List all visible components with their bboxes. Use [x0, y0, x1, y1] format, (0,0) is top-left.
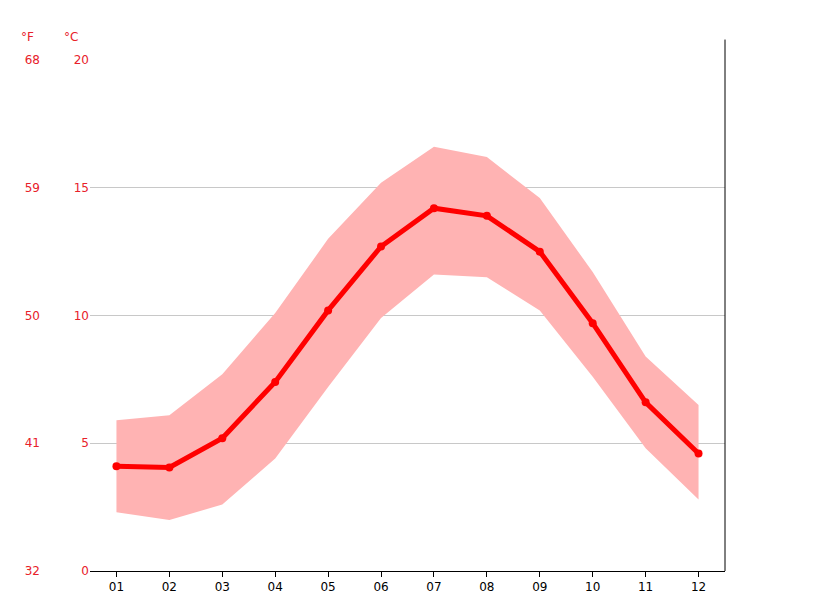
- svg-text:0: 0: [81, 564, 89, 578]
- svg-text:59: 59: [25, 181, 40, 195]
- svg-text:15: 15: [74, 181, 89, 195]
- svg-text:68: 68: [25, 53, 40, 67]
- svg-text:°C: °C: [64, 30, 78, 44]
- svg-text:5: 5: [81, 436, 89, 450]
- svg-text:11: 11: [638, 580, 653, 594]
- svg-text:04: 04: [268, 580, 283, 594]
- svg-text:41: 41: [25, 436, 40, 450]
- svg-text:12: 12: [691, 580, 706, 594]
- svg-text:10: 10: [585, 580, 600, 594]
- svg-text:50: 50: [25, 309, 40, 323]
- svg-text:07: 07: [426, 580, 441, 594]
- svg-text:08: 08: [479, 580, 494, 594]
- svg-text:01: 01: [109, 580, 124, 594]
- svg-text:20: 20: [74, 53, 89, 67]
- svg-text:03: 03: [215, 580, 230, 594]
- svg-text:09: 09: [532, 580, 547, 594]
- svg-text:02: 02: [162, 580, 177, 594]
- svg-text:06: 06: [373, 580, 388, 594]
- svg-text:10: 10: [74, 309, 89, 323]
- svg-text:°F: °F: [21, 30, 34, 44]
- svg-text:32: 32: [25, 564, 40, 578]
- svg-text:05: 05: [320, 580, 335, 594]
